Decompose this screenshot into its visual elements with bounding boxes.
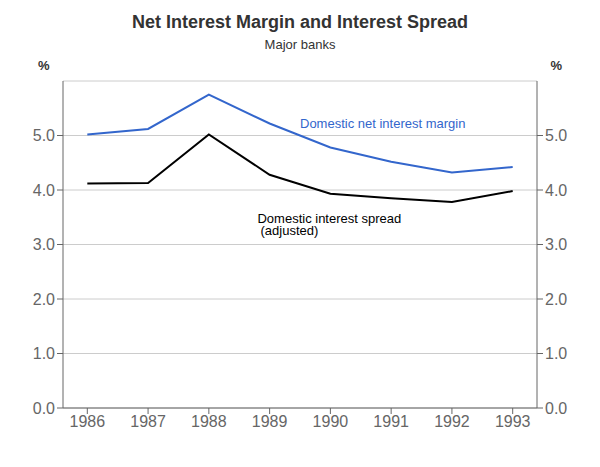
- svg-text:1992: 1992: [434, 413, 470, 430]
- svg-text:4.0: 4.0: [33, 182, 55, 199]
- svg-text:1.0: 1.0: [33, 345, 55, 362]
- svg-text:5.0: 5.0: [33, 127, 55, 144]
- html-text:Net Interest Margin and Intere: Net Interest Margin and Interest Spread: [132, 12, 468, 32]
- svg-text:2.0: 2.0: [33, 291, 55, 308]
- svg-text:2.0: 2.0: [545, 291, 567, 308]
- svg-text:0.0: 0.0: [33, 400, 55, 417]
- svg-text:1988: 1988: [191, 413, 227, 430]
- svg-text:0.0: 0.0: [545, 400, 567, 417]
- svg-text:5.0: 5.0: [545, 127, 567, 144]
- svg-text:1.0: 1.0: [545, 345, 567, 362]
- svg-text:1986: 1986: [70, 413, 106, 430]
- svg-text:1991: 1991: [373, 413, 409, 430]
- svg-text:1987: 1987: [130, 413, 166, 430]
- svg-text:1990: 1990: [313, 413, 349, 430]
- svg-text:1989: 1989: [252, 413, 288, 430]
- svg-text:1993: 1993: [495, 413, 531, 430]
- svg-text:Domestic net interest margin: Domestic net interest margin: [300, 116, 465, 131]
- svg-text:Domestic interest spread: Domestic interest spread: [257, 210, 402, 226]
- svg-text:(adjusted): (adjusted): [261, 223, 319, 238]
- svg-text:3.0: 3.0: [545, 236, 567, 253]
- svg-text:4.0: 4.0: [545, 182, 567, 199]
- svg-text:3.0: 3.0: [33, 236, 55, 253]
- html-text:Major banks: Major banks: [264, 37, 336, 52]
